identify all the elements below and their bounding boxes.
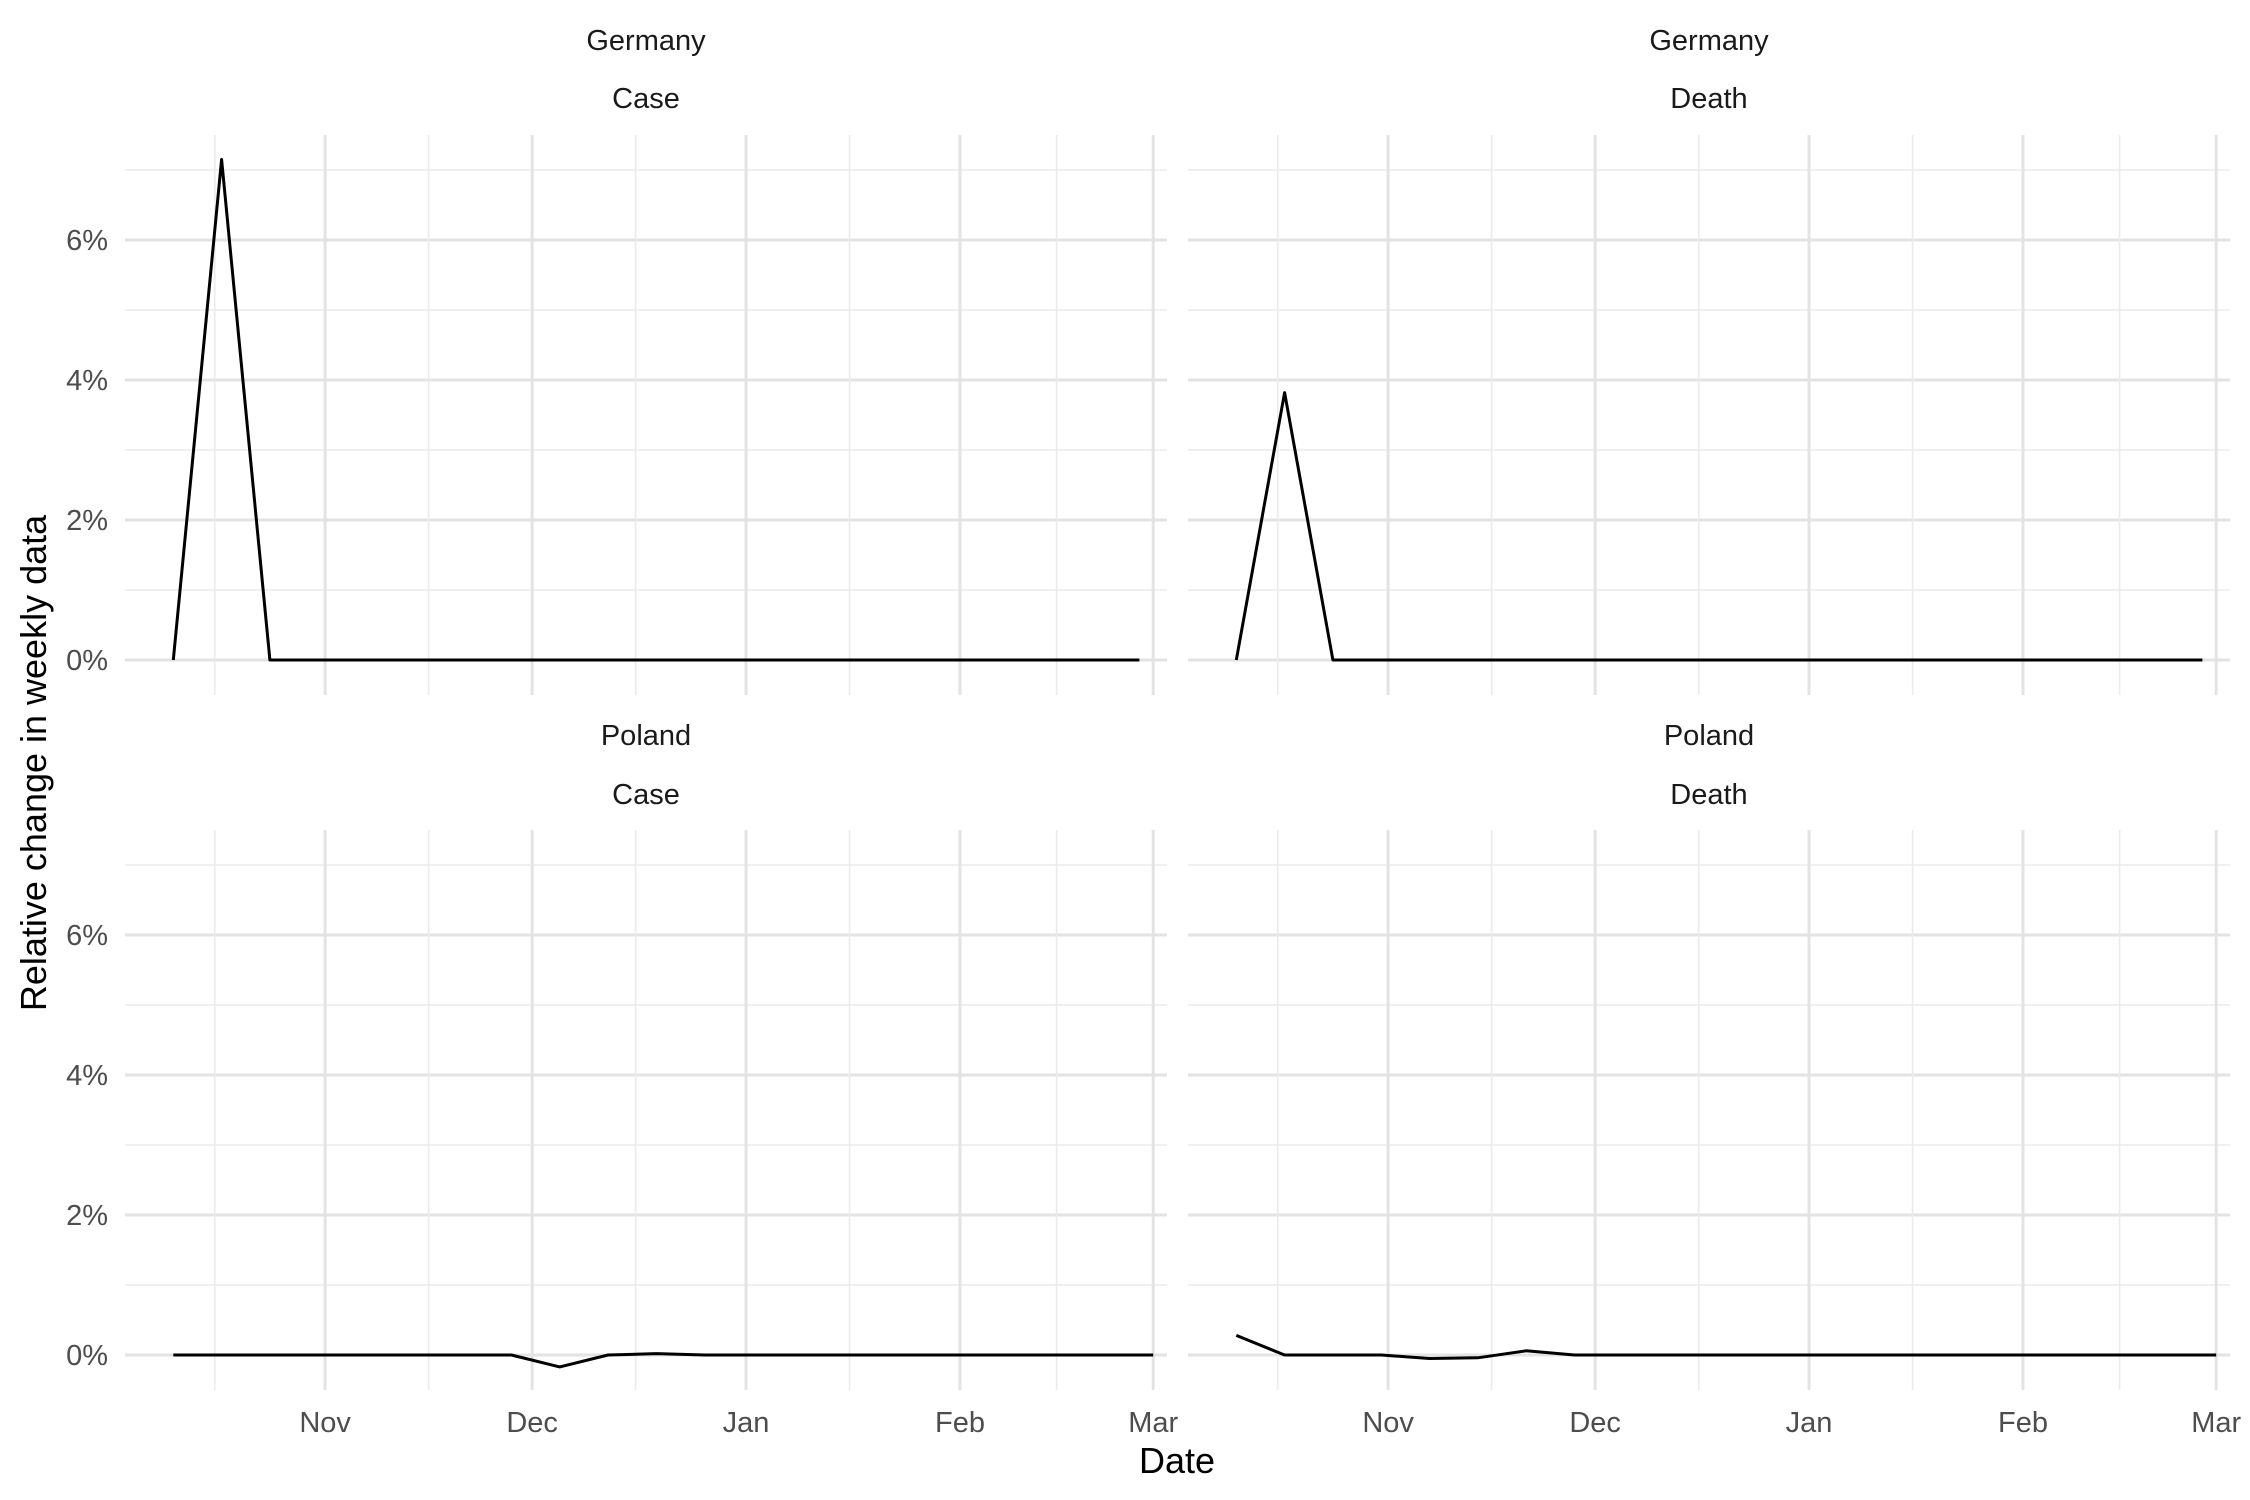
- y-tick-label: 4%: [66, 1060, 108, 1092]
- series-line: [1235, 1334, 2217, 1360]
- x-tick-label: Nov: [299, 1407, 351, 1439]
- y-tick-label: 2%: [66, 1200, 108, 1232]
- series-line: [171, 158, 1140, 662]
- series-line: [173, 1352, 1154, 1369]
- x-tick-label: Dec: [1569, 1407, 1621, 1439]
- x-axis-title: Date: [1139, 1440, 1215, 1481]
- panel-germany-case: Germany Case 0% 2% 4% 6%: [66, 25, 1167, 695]
- facet-label-metric: Case: [612, 83, 680, 115]
- x-tick-label: Feb: [935, 1407, 985, 1439]
- facet-label-country: Poland: [601, 720, 691, 752]
- y-tick-label: 4%: [66, 365, 108, 397]
- y-tick-label: 6%: [66, 225, 108, 257]
- panel-germany-death: Germany Death: [1188, 25, 2230, 695]
- facet-label-country: Germany: [1649, 25, 1769, 57]
- x-tick-label: Dec: [506, 1407, 558, 1439]
- facet-label-metric: Death: [1670, 779, 1747, 811]
- panel-poland-case: Poland Case 0% 2% 4% 6% Nov Dec Jan Feb Mar: [66, 720, 1178, 1439]
- y-tick-label: 2%: [66, 505, 108, 537]
- y-tick-label: 6%: [66, 920, 108, 952]
- y-tick-label: 0%: [66, 645, 108, 677]
- x-tick-label: Mar: [1128, 1407, 1178, 1439]
- facet-label-metric: Case: [612, 779, 680, 811]
- facet-label-country: Poland: [1664, 720, 1754, 752]
- chart-panels: Germany Case 0% 2% 4% 6% Germany Death Poland Cas…: [66, 25, 2241, 1439]
- x-tick-label: Feb: [1998, 1407, 2048, 1439]
- x-tick-label: Jan: [1786, 1407, 1833, 1439]
- series-line: [1234, 391, 2203, 662]
- x-tick-label: Nov: [1362, 1407, 1414, 1439]
- x-tick-label: Jan: [723, 1407, 770, 1439]
- y-axis-title: Relative change in weekly data: [13, 514, 54, 1011]
- x-tick-label: Mar: [2191, 1407, 2241, 1439]
- facet-label-country: Germany: [586, 25, 706, 57]
- facet-label-metric: Death: [1670, 83, 1747, 115]
- panel-poland-death: Poland Death Nov Dec Jan Feb Mar: [1188, 720, 2242, 1439]
- y-tick-label: 0%: [66, 1340, 108, 1372]
